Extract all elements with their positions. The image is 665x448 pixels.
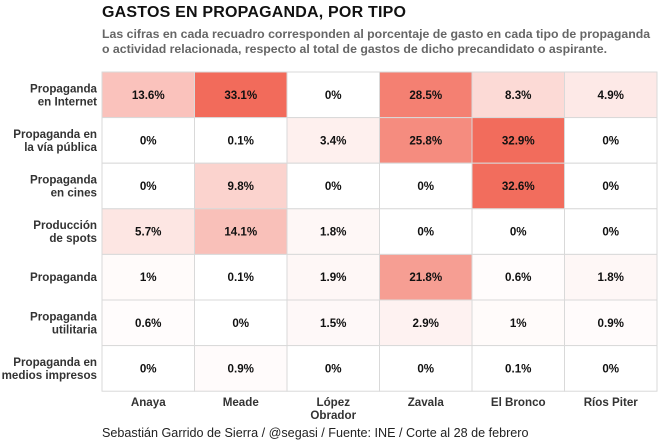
heatmap-cell <box>471 299 565 347</box>
cell-value-label: 5.7% <box>135 226 161 239</box>
heatmap-cell <box>471 345 565 392</box>
cell-value-label: 0% <box>140 134 157 147</box>
heatmap-cell <box>286 253 380 301</box>
cell-value-label: 25.8% <box>409 134 442 147</box>
cell-value-label: 8.3% <box>505 89 531 102</box>
cell-value-label: 0.9% <box>598 317 624 330</box>
cell-value-label: 0% <box>417 362 434 375</box>
heatmap-cell <box>564 345 658 392</box>
heatmap-cell <box>564 71 658 119</box>
cell-value-label: 0% <box>510 226 527 239</box>
heatmap-cell <box>471 253 565 301</box>
cell-value-label: 0.1% <box>228 271 254 284</box>
cell-value-label: 21.8% <box>409 271 442 284</box>
cell-value-label: 0% <box>602 226 619 239</box>
heatmap-cell <box>379 253 473 301</box>
cell-value-label: 1.5% <box>320 317 346 330</box>
heatmap-chart: 13.6% 33.1% 0% 28.5% 8.3% 4.9% 0% 0.1% 3.4% 25.8%… <box>2 71 658 420</box>
row-label: Propaganda en la vía pública <box>13 128 97 154</box>
cell-value-label: 13.6% <box>132 89 165 102</box>
heatmap-cell <box>286 117 380 164</box>
heatmap-cell <box>471 71 565 119</box>
cell-value-label: 0% <box>602 362 619 375</box>
column-label: Zavala <box>408 396 445 409</box>
cell-value-label: 9.8% <box>228 180 254 193</box>
heatmap-cell <box>101 71 195 119</box>
cell-value-label: 0% <box>140 362 157 375</box>
row-label: Propaganda en Internet <box>30 82 98 108</box>
heatmap-cell <box>379 299 473 347</box>
cell-value-label: 2.9% <box>413 317 439 330</box>
cell-value-label: 4.9% <box>598 89 624 102</box>
heatmap-cell <box>564 117 658 164</box>
heatmap-cell <box>564 208 658 255</box>
cell-value-label: 1.9% <box>320 271 346 284</box>
column-label: El Bronco <box>491 396 546 409</box>
cell-value-label: 0% <box>417 226 434 239</box>
cell-value-label: 0% <box>602 134 619 147</box>
heatmap-cell <box>286 162 380 210</box>
heatmap-cell <box>286 208 380 255</box>
column-label: López Obrador <box>310 396 356 420</box>
heatmap-cell <box>379 71 473 119</box>
cell-value-label: 1% <box>510 317 527 330</box>
chart-title: GASTOS EN PROPAGANDA, POR TIPO <box>102 4 407 21</box>
row-label: Propaganda en medios impresos <box>2 356 97 382</box>
cell-value-label: 1% <box>140 271 157 284</box>
heatmap-cell <box>101 208 195 255</box>
cell-value-label: 33.1% <box>224 89 257 102</box>
heatmap-cell <box>101 253 195 301</box>
cell-value-label: 1.8% <box>320 226 346 239</box>
row-label: Propaganda utilitaria <box>30 310 98 336</box>
heatmap-cell <box>379 208 473 255</box>
heatmap-cell <box>471 117 565 164</box>
heatmap-cell <box>286 71 380 119</box>
cell-value-label: 0.9% <box>228 362 254 375</box>
row-label: Propaganda <box>30 271 98 284</box>
cell-value-label: 0% <box>417 180 434 193</box>
heatmap-cell <box>194 208 288 255</box>
column-label: Anaya <box>131 396 166 409</box>
cell-value-label: 0% <box>325 180 342 193</box>
heatmap-cell <box>379 162 473 210</box>
cell-value-label: 1.8% <box>598 271 624 284</box>
column-label: Ríos Piter <box>584 396 639 409</box>
chart-caption: Sebastián Garrido de Sierra / @segasi / … <box>102 426 529 440</box>
cell-value-label: 32.6% <box>502 180 535 193</box>
cell-value-label: 0.1% <box>228 134 254 147</box>
column-label: Meade <box>223 396 260 409</box>
heatmap-cell <box>101 117 195 164</box>
cell-value-label: 28.5% <box>409 89 442 102</box>
cell-value-label: 0.1% <box>505 362 531 375</box>
chart-subtitle: Las cifras en cada recuadro corresponden… <box>102 27 651 56</box>
cell-value-label: 3.4% <box>320 134 346 147</box>
heatmap-cell <box>194 345 288 392</box>
heatmap-cell <box>471 162 565 210</box>
heatmap-cell <box>194 253 288 301</box>
heatmap-cell <box>286 345 380 392</box>
cell-value-label: 0.6% <box>135 317 161 330</box>
cell-value-label: 0.6% <box>505 271 531 284</box>
cell-value-label: 0% <box>325 362 342 375</box>
row-label: Producción de spots <box>33 219 97 245</box>
cell-value-label: 0% <box>325 89 342 102</box>
cell-value-label: 0% <box>140 180 157 193</box>
row-label: Propaganda en cines <box>30 174 98 200</box>
heatmap-cell <box>564 162 658 210</box>
cell-value-label: 0% <box>602 180 619 193</box>
cell-value-label: 14.1% <box>224 226 257 239</box>
cell-value-label: 0% <box>232 317 249 330</box>
cell-value-label: 32.9% <box>502 134 535 147</box>
heatmap-cell <box>101 162 195 210</box>
heatmap-cell <box>564 253 658 301</box>
